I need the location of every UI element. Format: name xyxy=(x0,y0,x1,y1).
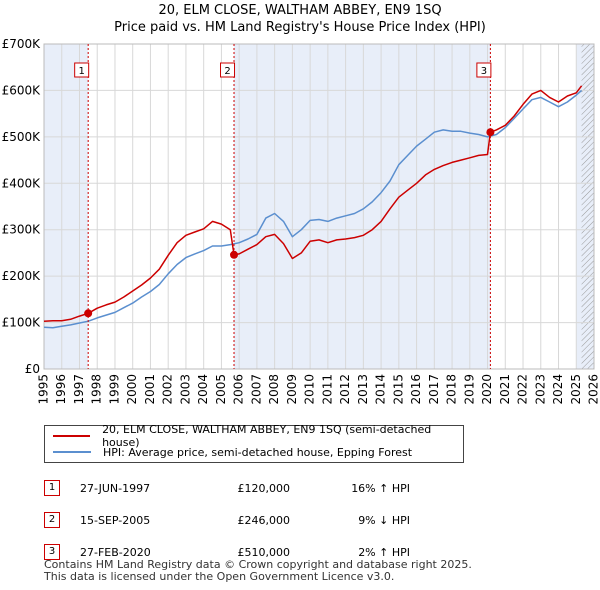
x-tick-label: 2021 xyxy=(498,374,512,405)
x-tick-label: 2011 xyxy=(320,374,334,405)
sale-marker-label: 2 xyxy=(44,512,60,528)
x-tick-label: 2000 xyxy=(125,374,139,405)
price-chart: £0 £100K £200K £300K £400K £500K £600K £700K 19… xyxy=(2,37,600,405)
y-tick-label: £700K xyxy=(2,37,42,51)
x-tick-label: 2020 xyxy=(480,374,494,405)
x-tick-label: 2022 xyxy=(516,374,530,405)
y-tick-label: £200K xyxy=(2,269,42,283)
sale-hpi-diff: 2% ↑ HPI xyxy=(358,545,410,559)
x-tick-label: 2013 xyxy=(356,374,370,405)
x-tick-label: 2004 xyxy=(196,374,210,405)
sale-price: £246,000 xyxy=(237,513,291,527)
footer-copyright: Contains HM Land Registry data © Crown c… xyxy=(44,558,472,571)
x-tick-label: 2024 xyxy=(551,374,565,405)
legend-swatch-property xyxy=(53,435,91,437)
footer-licence: This data is licensed under the Open Gov… xyxy=(44,570,395,583)
sale-label-box xyxy=(476,62,492,78)
x-tick-label: 2008 xyxy=(267,374,281,405)
x-tick-label: 2017 xyxy=(427,374,441,405)
x-tick-label: 2002 xyxy=(161,374,175,405)
legend-label-hpi: HPI: Average price, semi-detached house,… xyxy=(103,445,413,459)
chart-title: 20, ELM CLOSE, WALTHAM ABBEY, EN9 1SQ xyxy=(158,3,442,18)
x-tick-label: 1995 xyxy=(37,374,51,405)
table-row: 3 27-FEB-2020 £510,000 2% ↑ HPI xyxy=(44,536,410,568)
x-tick-label: 2019 xyxy=(462,374,476,405)
x-tick-label: 1999 xyxy=(107,374,121,405)
sale-date: 27-FEB-2020 xyxy=(80,545,151,559)
sale-label: 2 xyxy=(224,66,230,77)
sale-point xyxy=(486,128,495,137)
y-tick-label: £0 xyxy=(25,362,40,376)
x-tick-label: 2023 xyxy=(533,374,547,405)
x-tick-label: 2009 xyxy=(285,374,299,405)
x-tick-label: 2003 xyxy=(178,374,192,405)
sale-price: £510,000 xyxy=(237,545,291,559)
sale-point xyxy=(230,250,239,259)
y-tick-label: £400K xyxy=(2,176,42,190)
forecast-hatch xyxy=(581,44,594,369)
hpi-line xyxy=(43,89,583,329)
sale-hpi-diff: 16% ↑ HPI xyxy=(351,481,410,495)
x-tick-label: 2012 xyxy=(338,374,352,405)
y-tick-label: £100K xyxy=(2,316,42,330)
sale-label-box xyxy=(74,62,90,78)
x-tick-label: 1998 xyxy=(90,374,104,405)
shaded-span xyxy=(44,44,89,369)
x-tick-label: 2014 xyxy=(374,374,388,405)
x-tick-label: 2006 xyxy=(232,374,246,405)
shaded-span xyxy=(234,44,491,369)
table-row: 2 15-SEP-2005 £246,000 9% ↓ HPI xyxy=(44,504,410,536)
chart-legend: 20, ELM CLOSE, WALTHAM ABBEY, EN9 1SQ (s… xyxy=(44,423,464,463)
sale-hpi-diff: 9% ↓ HPI xyxy=(358,513,410,527)
legend-swatch-hpi xyxy=(53,451,91,453)
x-tick-label: 2025 xyxy=(569,374,583,405)
x-tick-label: 1996 xyxy=(54,374,68,405)
sale-label: 3 xyxy=(481,66,487,77)
x-tick-label: 2005 xyxy=(214,374,228,405)
plot-border xyxy=(43,43,595,370)
table-row: 1 27-JUN-1997 £120,000 16% ↑ HPI xyxy=(44,472,410,504)
sale-date: 15-SEP-2005 xyxy=(80,513,151,527)
legend-item-property: 20, ELM CLOSE, WALTHAM ABBEY, EN9 1SQ (s… xyxy=(53,423,463,449)
sale-point xyxy=(84,309,93,318)
x-tick-label: 1997 xyxy=(72,374,86,405)
y-tick-label: £500K xyxy=(2,130,42,144)
legend-label-property: 20, ELM CLOSE, WALTHAM ABBEY, EN9 1SQ (s… xyxy=(102,423,432,449)
sales-table: 1 27-JUN-1997 £120,000 16% ↑ HPI 2 15-SE… xyxy=(44,472,410,568)
y-tick-label: £300K xyxy=(2,223,42,237)
x-tick-label: 2018 xyxy=(445,374,459,405)
x-tick-label: 2007 xyxy=(249,374,263,405)
sale-date: 27-JUN-1997 xyxy=(80,481,151,495)
legend-item-hpi: HPI: Average price, semi-detached house,… xyxy=(53,444,412,460)
footer: Contains HM Land Registry data © Crown c… xyxy=(44,559,472,583)
sale-label: 1 xyxy=(78,66,84,77)
sale-price: £120,000 xyxy=(237,481,291,495)
chart-subtitle: Price paid vs. HM Land Registry's House … xyxy=(114,20,486,35)
x-tick-label: 2016 xyxy=(409,374,423,405)
x-tick-label: 2015 xyxy=(391,374,405,405)
sale-marker-label: 3 xyxy=(44,544,60,560)
sale-label-box xyxy=(220,62,236,78)
y-tick-label: £600K xyxy=(2,83,42,97)
x-tick-label: 2026 xyxy=(587,374,600,405)
sale-marker-label: 1 xyxy=(44,480,60,496)
x-tick-label: 2001 xyxy=(143,374,157,405)
x-tick-label: 2010 xyxy=(303,374,317,405)
